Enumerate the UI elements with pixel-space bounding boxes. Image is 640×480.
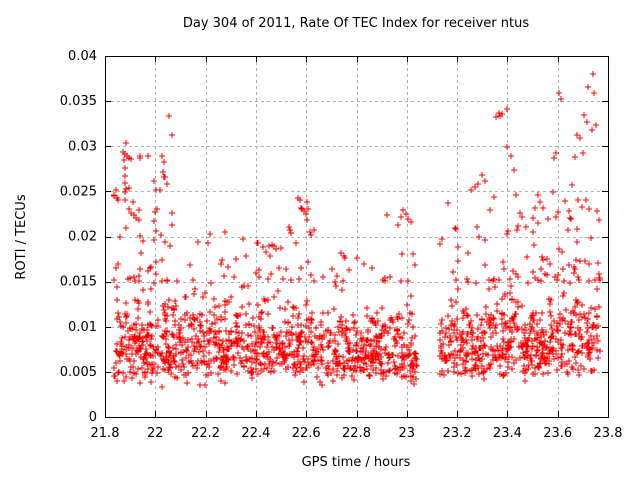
- data-point-markers: [111, 71, 603, 390]
- y-tick-label: 0.015: [60, 275, 97, 290]
- x-tick-label: 22.4: [241, 426, 270, 441]
- x-tick-label: 23.6: [543, 426, 572, 441]
- y-tick-label: 0.035: [60, 94, 97, 109]
- scatter-points: [111, 71, 603, 390]
- y-tick-label: 0.025: [60, 184, 97, 199]
- x-tick-label: 22.2: [191, 426, 220, 441]
- y-axis-label: ROTI / TECUs: [14, 194, 29, 279]
- tick-labels: 21.8 22 22.2 22.4 22.6 22.8 23 23.2 23.4 23.6 23.8…: [60, 49, 623, 441]
- y-tick-label: 0: [89, 410, 97, 425]
- x-tick-label: 22.8: [342, 426, 371, 441]
- y-tick-label: 0.03: [68, 139, 97, 154]
- y-tick-label: 0.02: [68, 230, 97, 245]
- y-tick-label: 0.04: [68, 49, 97, 64]
- axes-and-ticks: [105, 56, 609, 418]
- x-axis-label: GPS time / hours: [302, 455, 411, 470]
- x-tick-label: 23.8: [594, 426, 623, 441]
- chart-title: Day 304 of 2011, Rate Of TEC Index for r…: [183, 16, 529, 31]
- x-tick-label: 22.6: [292, 426, 321, 441]
- x-tick-label: 22: [147, 426, 164, 441]
- x-tick-label: 23: [399, 426, 416, 441]
- x-tick-label: 23.4: [493, 426, 522, 441]
- x-tick-label: 23.2: [443, 426, 472, 441]
- y-tick-label: 0.01: [68, 320, 97, 335]
- x-tick-label: 21.8: [91, 426, 120, 441]
- y-tick-label: 0.005: [60, 365, 97, 380]
